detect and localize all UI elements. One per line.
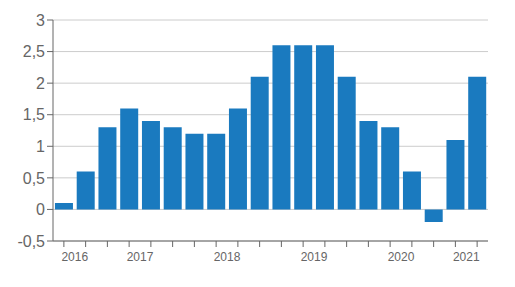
svg-text:2016: 2016: [61, 250, 88, 264]
svg-text:-0,5: -0,5: [17, 233, 45, 250]
svg-text:2020: 2020: [388, 250, 415, 264]
svg-text:1,5: 1,5: [23, 106, 45, 123]
svg-text:3: 3: [36, 12, 45, 29]
svg-text:2,5: 2,5: [23, 43, 45, 60]
svg-text:2019: 2019: [301, 250, 328, 264]
svg-text:2021: 2021: [453, 250, 480, 264]
svg-text:0,5: 0,5: [23, 170, 45, 187]
svg-text:2018: 2018: [214, 250, 241, 264]
svg-text:1: 1: [36, 138, 45, 155]
svg-text:2017: 2017: [127, 250, 154, 264]
svg-text:0: 0: [36, 201, 45, 218]
svg-text:2: 2: [36, 75, 45, 92]
